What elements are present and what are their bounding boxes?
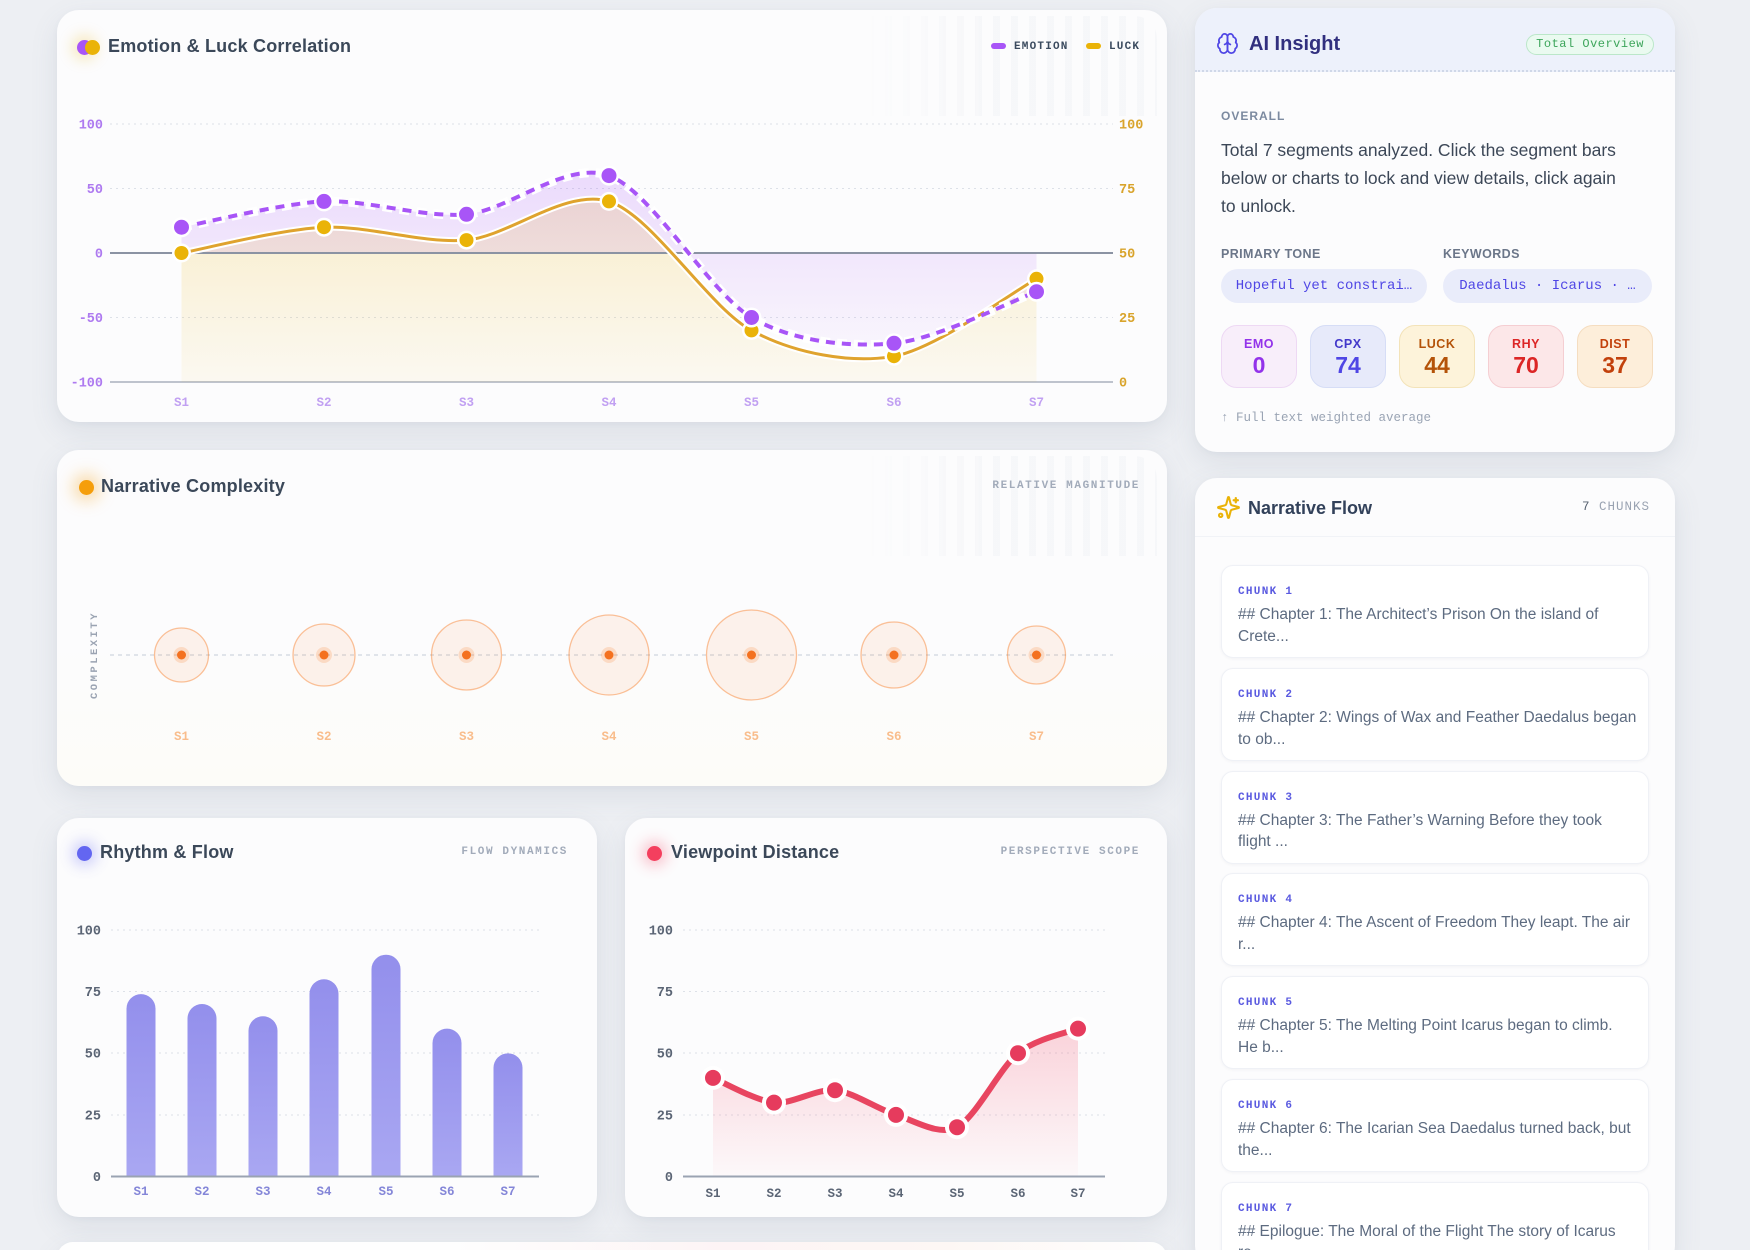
- svg-text:S7: S7: [500, 1185, 515, 1199]
- svg-text:COMPLEXITY: COMPLEXITY: [89, 611, 101, 699]
- svg-text:50: 50: [657, 1048, 673, 1063]
- svg-text:25: 25: [657, 1110, 673, 1125]
- svg-text:S7: S7: [1029, 396, 1044, 410]
- svg-text:100: 100: [649, 925, 673, 940]
- svg-text:S3: S3: [459, 396, 474, 410]
- svg-text:S2: S2: [766, 1187, 781, 1201]
- svg-text:S6: S6: [1010, 1187, 1025, 1201]
- svg-text:75: 75: [657, 986, 673, 1001]
- svg-text:S6: S6: [439, 1185, 454, 1199]
- svg-text:S1: S1: [133, 1185, 148, 1199]
- svg-text:50: 50: [87, 183, 103, 198]
- svg-text:S5: S5: [378, 1185, 393, 1199]
- svg-text:-100: -100: [71, 377, 103, 392]
- svg-text:0: 0: [93, 1171, 101, 1186]
- svg-text:S2: S2: [194, 1185, 209, 1199]
- svg-text:S5: S5: [744, 396, 759, 410]
- svg-text:S5: S5: [949, 1187, 964, 1201]
- svg-text:25: 25: [85, 1110, 101, 1125]
- svg-text:S5: S5: [744, 730, 759, 744]
- svg-text:S2: S2: [316, 730, 331, 744]
- svg-text:S1: S1: [174, 730, 189, 744]
- svg-text:100: 100: [77, 925, 101, 940]
- svg-text:S1: S1: [174, 396, 189, 410]
- svg-text:-50: -50: [79, 312, 103, 327]
- svg-text:S4: S4: [601, 396, 617, 410]
- svg-text:0: 0: [95, 248, 103, 263]
- svg-text:S4: S4: [316, 1185, 332, 1199]
- svg-text:0: 0: [1119, 377, 1127, 392]
- svg-text:S7: S7: [1029, 730, 1044, 744]
- svg-text:S2: S2: [316, 396, 331, 410]
- svg-text:100: 100: [1119, 119, 1143, 134]
- svg-text:50: 50: [1119, 248, 1135, 263]
- svg-text:S6: S6: [886, 730, 901, 744]
- svg-text:S3: S3: [255, 1185, 270, 1199]
- svg-text:S4: S4: [601, 730, 617, 744]
- svg-text:S1: S1: [705, 1187, 720, 1201]
- svg-text:S6: S6: [886, 396, 901, 410]
- svg-text:100: 100: [79, 119, 103, 134]
- svg-text:75: 75: [85, 986, 101, 1001]
- svg-text:75: 75: [1119, 183, 1135, 198]
- svg-text:S7: S7: [1070, 1187, 1085, 1201]
- svg-text:S3: S3: [827, 1187, 842, 1201]
- svg-text:50: 50: [85, 1048, 101, 1063]
- svg-text:25: 25: [1119, 312, 1135, 327]
- svg-text:S4: S4: [888, 1187, 904, 1201]
- svg-text:0: 0: [665, 1171, 673, 1186]
- svg-text:S3: S3: [459, 730, 474, 744]
